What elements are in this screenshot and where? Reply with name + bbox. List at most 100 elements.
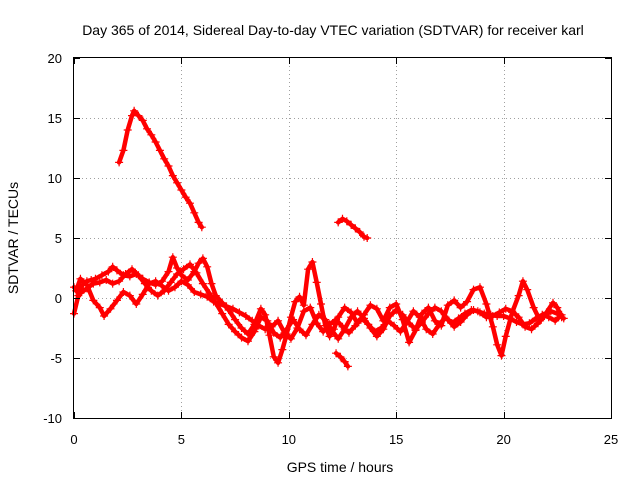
data-point [235,308,244,317]
data-point [123,126,132,134]
data-point [140,279,149,288]
data-point [340,303,349,312]
data-point [295,292,304,301]
data-point [134,271,143,280]
data-point [325,332,334,341]
data-point [475,308,484,317]
data-point [366,324,375,332]
data-point [173,270,182,278]
data-point [392,306,401,314]
data-point [108,262,117,271]
data-point [493,340,502,349]
data-point [119,146,128,155]
data-point [390,321,399,330]
series-arc-low-12h [332,349,352,371]
data-point [482,300,491,308]
grid [74,58,611,418]
series-trace [116,108,205,230]
data-point [138,290,147,299]
data-point [405,338,414,347]
data-point [396,327,405,336]
data-point [409,307,418,316]
data-point [198,279,207,288]
data-point [430,316,439,325]
data-point [506,314,515,323]
data-point [366,301,375,310]
data-point [443,315,452,324]
chart-title: Day 365 of 2014, Sidereal Day-to-day VTE… [82,22,584,38]
data-point [102,276,111,284]
data-point [450,322,459,331]
data-point [422,325,431,334]
x-tick-label: 10 [282,432,296,447]
data-point [443,301,452,310]
data-point [351,321,360,330]
data-point [100,312,109,320]
data-point [106,304,115,313]
data-point [231,315,240,324]
data-point [286,334,295,343]
data-point [353,307,362,316]
data-point [553,309,562,318]
data-point [130,106,139,115]
data-point [340,325,349,334]
data-point [166,278,175,287]
data-point [95,303,104,312]
data-point [424,309,433,318]
data-point [549,298,558,307]
data-point [314,310,323,319]
data-point [347,220,356,229]
data-point [379,325,388,334]
data-point [241,312,250,320]
data-point [482,313,491,322]
data-point [430,303,439,312]
data-point [351,224,360,233]
data-point [514,291,523,300]
data-point [344,328,353,337]
data-point [196,290,205,299]
data-point [147,130,156,139]
data-point [417,318,426,326]
data-point [197,223,206,232]
data-point [355,228,364,236]
data-point [170,283,179,292]
data-point [321,315,330,324]
data-point [248,316,257,325]
data-point [559,314,568,323]
data-point [332,315,341,324]
data-point [508,307,517,316]
series-trace [71,254,564,366]
data-point [228,304,237,313]
data-point [527,325,536,334]
data-point [372,332,381,341]
series-arc-high-peak [115,106,206,232]
x-axis-label: GPS time / hours [287,459,394,475]
data-point [332,349,341,358]
data-point [469,306,478,314]
data-point [334,334,343,343]
data-point [151,277,160,286]
data-point [134,111,143,120]
data-point [291,297,300,306]
data-point [115,158,124,167]
data-point [317,300,326,308]
data-point [437,307,446,316]
data-point [198,254,207,263]
data-point [514,313,523,322]
data-point [237,324,246,332]
data-point [501,332,510,341]
data-point [168,253,177,262]
data-point [456,318,465,326]
data-point [405,319,414,328]
data-point [450,296,459,305]
data-point [250,327,259,336]
data-point [181,193,190,202]
data-point [138,116,147,125]
ticks: 0 5 10 15 20 25 -10 -5 0 5 10 15 20 [43,51,618,447]
data-point [203,262,212,271]
data-point [76,274,85,283]
data-point [155,146,164,155]
data-point [112,266,121,275]
data-point [224,320,233,329]
data-point [168,171,177,180]
